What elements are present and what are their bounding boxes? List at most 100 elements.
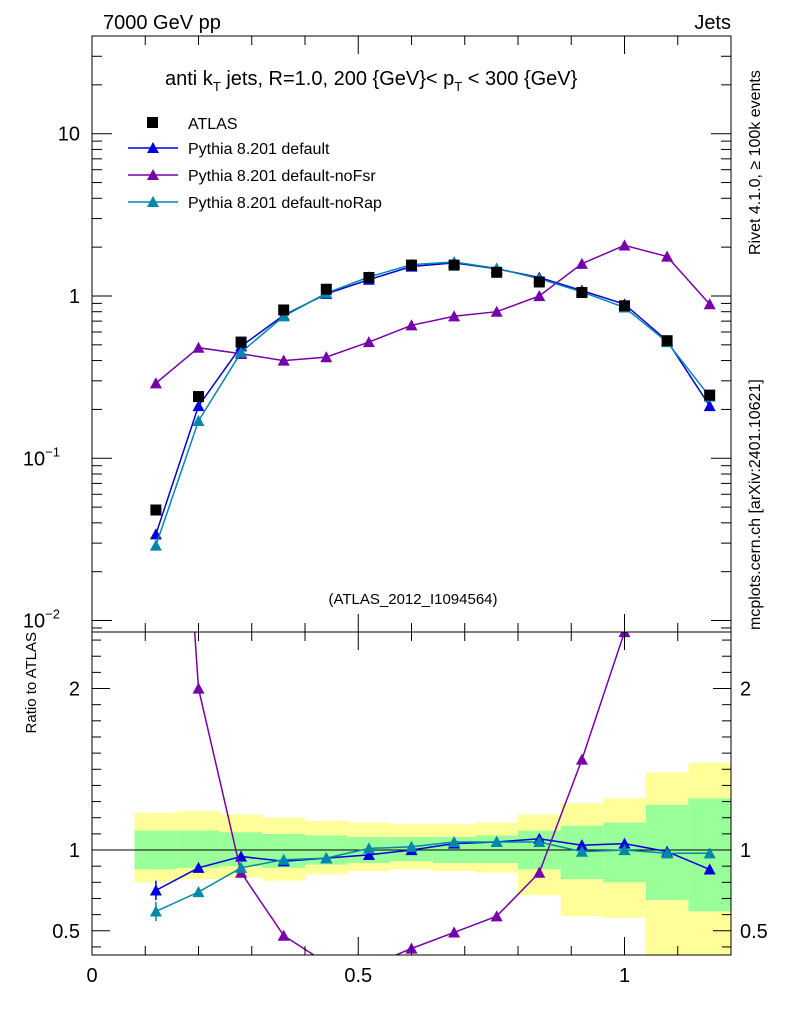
ratio-y-tick-label: 1 bbox=[69, 840, 80, 862]
main-series-marker-2 bbox=[277, 310, 290, 322]
legend-nofsr-marker bbox=[147, 169, 159, 180]
ratio-series-marker-2 bbox=[277, 853, 290, 865]
ratio-series-line-1 bbox=[193, 632, 626, 955]
main-series-marker-2 bbox=[192, 414, 205, 426]
energy-label: 7000 GeV pp bbox=[103, 12, 221, 34]
ratio-x-tick-label: 0 bbox=[86, 965, 97, 987]
main-series-line-2 bbox=[155, 261, 711, 546]
main-series-marker-0 bbox=[703, 399, 716, 412]
ratio-series bbox=[149, 424, 716, 968]
main-series-marker-1 bbox=[320, 351, 333, 363]
atlas-data-points bbox=[150, 259, 716, 516]
ratio-series-marker-2 bbox=[618, 844, 631, 856]
atlas-data-point bbox=[448, 259, 460, 271]
ratio-series-marker-2 bbox=[149, 905, 162, 917]
ratio-series-marker-2 bbox=[533, 835, 546, 848]
legend-atlas-label: ATLAS bbox=[188, 116, 238, 133]
ratio-series-marker-1 bbox=[448, 926, 461, 938]
atlas-data-point bbox=[193, 391, 204, 403]
legend-default-marker bbox=[147, 142, 159, 153]
main-series-marker-1 bbox=[192, 341, 205, 353]
atlas-data-point bbox=[406, 259, 417, 271]
main-series-line-0 bbox=[155, 262, 711, 535]
ratio-series-marker-1 bbox=[704, 424, 716, 435]
ratio-series-marker-1 bbox=[661, 473, 673, 484]
main-series-marker-2 bbox=[149, 539, 162, 551]
ratio-series-marker-2 bbox=[362, 842, 375, 854]
ratio-series-marker-2 bbox=[320, 852, 333, 864]
ratio-series-marker-2 bbox=[575, 845, 588, 857]
main-series-marker-1 bbox=[618, 239, 631, 251]
analysis-label: (ATLAS_2012_I1094564) bbox=[328, 591, 497, 608]
ratio-series-marker-0 bbox=[575, 839, 588, 851]
ratio-series-marker-1 bbox=[490, 910, 503, 922]
main-y-axis: 10 1 10−1 10−2 bbox=[23, 35, 731, 633]
main-series-line-1 bbox=[155, 244, 711, 384]
ratio-series-marker-2 bbox=[703, 847, 716, 859]
main-series-marker-2 bbox=[235, 346, 248, 358]
ratio-series-marker-0 bbox=[149, 884, 162, 896]
chart-title: anti kT jets, R=1.0, 200 {GeV}< pT < 300… bbox=[165, 68, 578, 94]
ratio-series-marker-0 bbox=[703, 863, 716, 875]
main-y-tick-label: 10−2 bbox=[23, 607, 60, 633]
atlas-data-point bbox=[150, 504, 162, 516]
atlas-data-point bbox=[704, 389, 716, 401]
main-series-marker-1 bbox=[448, 310, 461, 322]
main-x-ticks bbox=[91, 36, 732, 632]
ratio-series-marker-1 bbox=[192, 682, 205, 694]
ratio-series-line-2 bbox=[155, 841, 710, 913]
ratio-series-marker-1 bbox=[277, 929, 290, 941]
legend-nofsr-label: Pythia 8.201 default-noFsr bbox=[188, 168, 376, 185]
main-series-marker-1 bbox=[661, 250, 674, 262]
main-y-tick-label: 10−1 bbox=[23, 444, 60, 470]
ratio-series-line-0 bbox=[155, 837, 710, 892]
ratio-band-green bbox=[177, 830, 220, 868]
main-panel: 10 1 10−1 10−2 anti kT jets, R=1.0, 200 {Ge… bbox=[23, 35, 732, 633]
main-series-marker-1 bbox=[703, 298, 716, 310]
ratio-series-marker-0 bbox=[362, 848, 375, 860]
legend-default-label: Pythia 8.201 default bbox=[188, 141, 330, 158]
process-label: Jets bbox=[694, 12, 731, 34]
main-series-marker-1 bbox=[490, 305, 503, 317]
ratio-y-label: Ratio to ATLAS bbox=[23, 632, 40, 733]
main-series-marker-1 bbox=[405, 319, 418, 331]
main-series-marker-1 bbox=[149, 377, 162, 389]
rivet-label: Rivet 4.1.0, ≥ 100k events bbox=[747, 70, 764, 255]
ratio-series-marker-2 bbox=[192, 886, 205, 898]
mcplots-label: mcplots.cern.ch [arXiv:2401.10621] bbox=[747, 379, 764, 630]
main-y-tick-label: 1 bbox=[69, 286, 80, 308]
ratio-series-marker-2 bbox=[405, 840, 418, 852]
ratio-series-marker-2 bbox=[235, 861, 248, 873]
ratio-series-marker-0 bbox=[618, 837, 631, 849]
ratio-y-tick-label: 0.5 bbox=[52, 921, 80, 943]
atlas-data-point bbox=[278, 304, 290, 316]
ratio-panel: 2 21 10.5 0.5 0 0.5 1 Ratio to ATLAS bbox=[23, 424, 768, 987]
ratio-y-tick-label-right: 2 bbox=[740, 679, 751, 701]
ratio-series-marker-2 bbox=[490, 835, 503, 848]
main-series-marker-1 bbox=[533, 289, 546, 302]
ratio-y-tick-label-right: 1 bbox=[740, 840, 751, 862]
ratio-series-marker-0 bbox=[192, 861, 205, 873]
legend: ATLAS Pythia 8.201 default Pythia 8.201 … bbox=[128, 116, 382, 212]
atlas-data-point bbox=[491, 266, 503, 278]
ratio-series-marker-2 bbox=[661, 847, 674, 859]
ratio-series-marker-1 bbox=[575, 753, 588, 765]
ratio-y-axis: 2 2 1 1 0.5 0.5 bbox=[52, 639, 768, 948]
atlas-data-point bbox=[576, 287, 588, 299]
atlas-data-point bbox=[363, 271, 375, 283]
legend-atlas-marker bbox=[147, 117, 158, 128]
main-series-marker-1 bbox=[277, 354, 290, 366]
ratio-series-marker-1 bbox=[320, 957, 332, 968]
main-y-tick-label: 10 bbox=[58, 124, 80, 146]
main-series-marker-1 bbox=[362, 336, 375, 348]
atlas-data-point bbox=[235, 336, 247, 348]
legend-norap-marker bbox=[147, 196, 159, 207]
legend-norap-label: Pythia 8.201 default-noRap bbox=[188, 195, 382, 212]
ratio-uncertainty-bands bbox=[134, 762, 731, 955]
atlas-data-point bbox=[619, 300, 630, 312]
ratio-series-marker-2 bbox=[448, 835, 461, 848]
atlas-data-point bbox=[320, 283, 332, 295]
atlas-data-point bbox=[661, 335, 673, 347]
ratio-x-tick-label: 0.5 bbox=[344, 965, 372, 987]
